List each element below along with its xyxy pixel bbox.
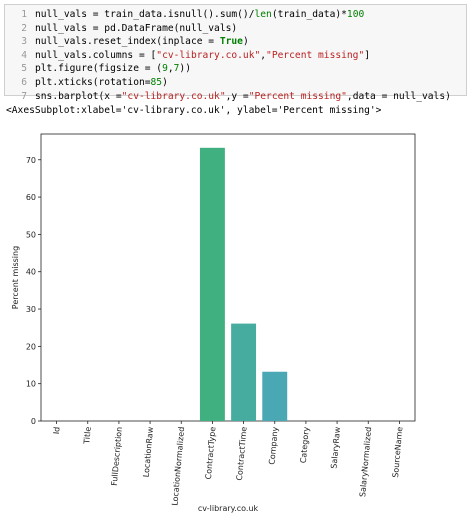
code-token: , — [167, 63, 174, 75]
y-axis-label: Percent missing — [11, 246, 20, 309]
code-line: 2 null_vals = pd.DataFrame(null_vals) — [5, 22, 466, 36]
code-line: 5 plt.figure(figsize = (9,7)) — [5, 62, 466, 76]
code-token: ,y = — [225, 90, 249, 102]
code-text: null_vals = train_data.isnull().sum()/le… — [35, 8, 364, 22]
y-tick-label: 10 — [26, 380, 36, 389]
code-token: True — [219, 36, 243, 48]
y-tick-label: 60 — [26, 193, 36, 202]
y-tick-label: 20 — [26, 342, 36, 351]
code-token: null_vals = pd.DataFrame(null_vals) — [35, 22, 238, 34]
line-number: 7 — [21, 90, 27, 102]
code-line: 3 null_vals.reset_index(inplace = True) — [5, 35, 466, 49]
y-tick-label: 40 — [26, 268, 36, 277]
code-token: ] — [364, 49, 371, 61]
code-token: 7 — [173, 63, 180, 75]
bar-contracttype — [199, 147, 225, 421]
code-cell[interactable]: 1 null_vals = train_data.isnull().sum()/l… — [4, 4, 467, 102]
code-text: sns.barplot(x ="cv-library.co.uk",y ="Pe… — [35, 90, 451, 104]
code-token: ,data = null_vals) — [346, 90, 451, 102]
code-line: 1 null_vals = train_data.isnull().sum()/l… — [5, 8, 466, 22]
x-tick-label: SalaryRaw — [329, 426, 342, 469]
code-token: ) — [162, 76, 168, 88]
plot-frame — [40, 133, 416, 422]
x-axis-label: cv-library.co.uk — [198, 504, 259, 513]
code-token: sns.barplot(x = — [35, 90, 122, 102]
code-token: "cv-library.co.uk" — [156, 49, 261, 61]
line-number: 5 — [21, 63, 27, 75]
code-text: plt.xticks(rotation=85) — [35, 76, 168, 90]
line-number: 6 — [21, 76, 27, 88]
x-tick-label: LocationRaw — [142, 426, 155, 478]
x-tick-label: ContractTime — [235, 426, 249, 481]
line-number: 3 — [21, 36, 27, 48]
code-line: 6 plt.xticks(rotation=85) — [5, 76, 466, 90]
code-token: (train_data)* — [271, 9, 347, 20]
line-number: 2 — [21, 22, 27, 34]
code-token: null_vals.reset_index(inplace = — [35, 36, 220, 48]
code-token: "Percent missing" — [266, 49, 365, 61]
bar-contracttime — [231, 323, 257, 421]
code-token: 9 — [162, 63, 168, 75]
code-token: plt.figure(figsize = ( — [35, 63, 163, 75]
code-text: null_vals.columns = ["cv-library.co.uk",… — [35, 49, 370, 63]
bar-company — [262, 371, 288, 421]
code-text: plt.figure(figsize = (9,7)) — [35, 62, 191, 76]
code-token: "cv-library.co.uk" — [121, 90, 226, 102]
code-line: 4 null_vals.columns = ["cv-library.co.uk"… — [5, 49, 466, 63]
code-token: plt.xticks(rotation= — [35, 76, 151, 88]
code-token: 100 — [346, 9, 365, 20]
code-line: 7 sns.barplot(x ="cv-library.co.uk",y ="P… — [5, 90, 466, 104]
y-tick-label: 50 — [26, 230, 36, 239]
line-number: 1 — [21, 9, 27, 20]
y-tick-label: 30 — [26, 305, 36, 314]
code-token: "Percent missing" — [248, 90, 347, 102]
x-tick-label: Category — [299, 426, 311, 463]
x-tick-label: SourceName — [391, 426, 404, 478]
x-tick-label: FullDescription — [110, 426, 124, 486]
code-token: len — [254, 9, 272, 20]
x-tick-label: LocationNormalized — [170, 426, 186, 506]
x-tick-label: Id — [52, 426, 62, 434]
x-tick-label: ContractType — [204, 426, 218, 479]
code-token: )) — [179, 63, 191, 75]
line-number: 4 — [21, 49, 27, 61]
x-tick-label: SalaryNormalized — [358, 426, 373, 497]
code-token: null_vals.columns = [ — [35, 49, 157, 61]
code-token: 85 — [150, 76, 163, 88]
y-tick-label: 70 — [26, 156, 36, 165]
code-text: null_vals.reset_index(inplace = True) — [35, 35, 249, 49]
x-tick-label: Company — [267, 426, 279, 465]
output-repr: <AxesSubplot:xlabel='cv-library.co.uk', … — [6, 105, 382, 116]
code-token: ) — [242, 36, 249, 48]
code-token: , — [260, 49, 267, 61]
code-text: null_vals = pd.DataFrame(null_vals) — [35, 22, 237, 36]
y-tick-label: 0 — [31, 417, 36, 426]
x-tick-label: Title — [82, 426, 93, 445]
code-token: null_vals = train_data.isnull().sum()/ — [35, 9, 255, 20]
